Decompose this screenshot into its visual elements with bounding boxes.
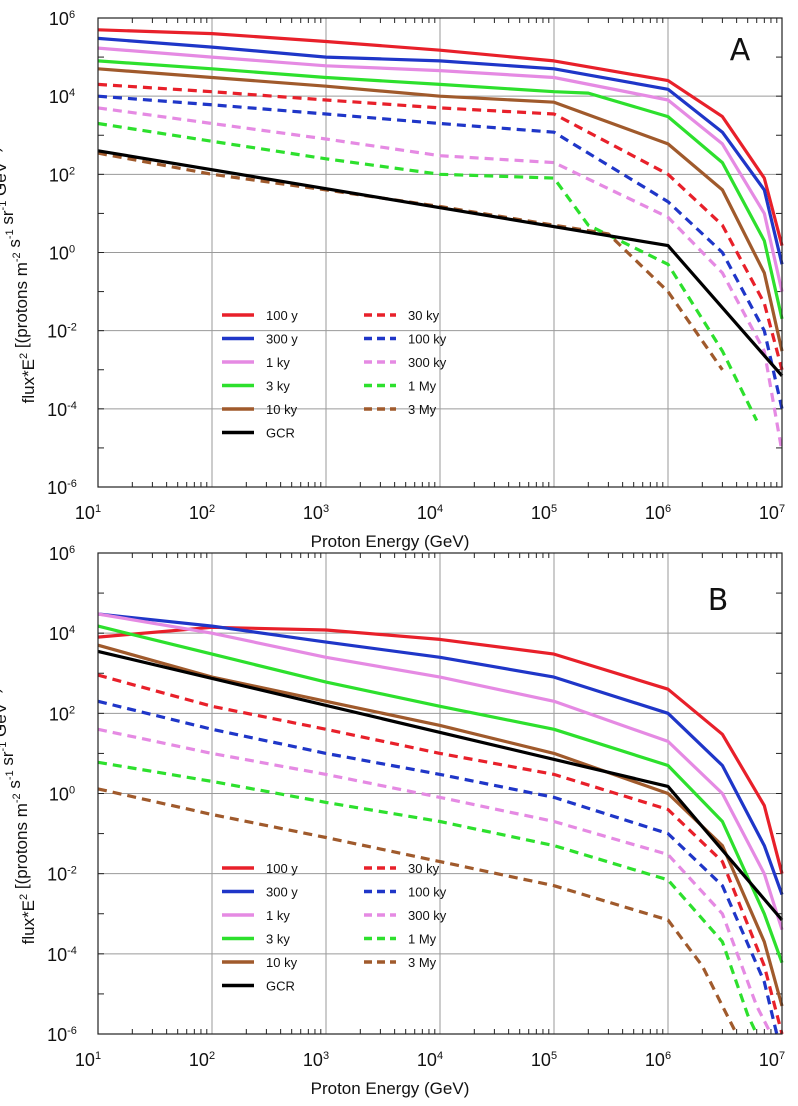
- legend-label-300-y: 300 y: [266, 885, 298, 900]
- panel-a: 101 102 103 104 105 106 107 10-6 10-4 10-2 100 102 1…: [0, 9, 785, 551]
- x-tick-label: 104: [417, 1050, 443, 1070]
- legend-label-100-y: 100 y: [266, 861, 298, 876]
- series-line-1-my: [97, 121, 759, 422]
- panel-letter: B: [708, 583, 729, 618]
- legend-label-100-ky: 100 ky: [408, 332, 447, 347]
- legend-label-300-ky: 300 ky: [408, 908, 447, 923]
- panel-letter: A: [730, 33, 751, 68]
- y-tick-label: 106: [49, 9, 75, 29]
- series-group: [97, 28, 784, 452]
- series-line-10-ky: [97, 67, 784, 352]
- y-axis-label: flux*E2 [(protons m-2 s-1 sr-1 GeV-1)GeV…: [0, 102, 38, 404]
- y-tick-label: 10-6: [47, 478, 77, 498]
- legend: 100 y 300 y 1 ky 3 ky 10 ky GCR 30 ky 100 ky 300…: [222, 308, 447, 441]
- legend-label-3-my: 3 My: [408, 402, 437, 417]
- legend-label-3-ky: 3 ky: [266, 379, 290, 394]
- y-tick-label: 106: [49, 544, 75, 564]
- y-tick-label: 100: [49, 244, 75, 264]
- minor-ticks: [98, 552, 782, 1035]
- legend-label-3-my: 3 My: [408, 955, 437, 970]
- legend-label-3-ky: 3 ky: [266, 932, 290, 947]
- series-line-300-y: [97, 36, 784, 265]
- legend-label-gcr: GCR: [266, 979, 295, 994]
- legend-label-100-y: 100 y: [266, 308, 298, 323]
- legend-label-10-ky: 10 ky: [266, 955, 298, 970]
- series-line-300-ky: [97, 106, 784, 452]
- legend-label-1-my: 1 My: [408, 379, 437, 394]
- series-line-30-ky: [97, 673, 784, 1035]
- y-tick-label: 10-6: [47, 1025, 77, 1045]
- legend-label-1-ky: 1 ky: [266, 355, 290, 370]
- y-tick-label: 102: [49, 165, 75, 185]
- panel-b: 101 102 103 104 105 106 107 10-6 10-4 10-2 100 102 1…: [0, 544, 785, 1098]
- x-tick-label: 107: [759, 503, 785, 523]
- series-line-10-ky: [97, 643, 784, 1007]
- legend-label-1-ky: 1 ky: [266, 908, 290, 923]
- series-line-100-y: [97, 625, 784, 875]
- series-line-300-y: [97, 612, 784, 896]
- x-tick-label: 105: [531, 1050, 557, 1070]
- plot-frame: [97, 552, 783, 1035]
- legend-label-100-ky: 100 ky: [408, 885, 447, 900]
- y-tick-label: 104: [49, 624, 75, 644]
- series-line-gcr: [97, 149, 784, 377]
- series-line-1-ky: [97, 46, 784, 292]
- legend-label-1-my: 1 My: [408, 932, 437, 947]
- series-line-30-ky: [97, 82, 784, 371]
- series-line-100-ky: [97, 94, 784, 410]
- x-tick-label: 102: [189, 503, 215, 523]
- x-tick-label: 106: [645, 503, 671, 523]
- x-axis-label: Proton Energy (GeV): [311, 1079, 470, 1098]
- series-line-100-ky: [97, 699, 779, 1035]
- y-tick-label: 102: [49, 704, 75, 724]
- y-tick-label: 10-4: [47, 400, 77, 420]
- series-line-1-ky: [97, 612, 784, 931]
- x-tick-label: 106: [645, 1050, 671, 1070]
- series-line-3-my: [97, 151, 724, 371]
- series-line-gcr: [97, 649, 784, 922]
- legend-label-gcr: GCR: [266, 426, 295, 441]
- series-line-3-my: [97, 787, 739, 1035]
- x-tick-label: 105: [531, 503, 557, 523]
- series-line-100-y: [97, 28, 784, 247]
- series-line-300-ky: [97, 727, 773, 1035]
- x-tick-label: 101: [75, 1050, 101, 1070]
- x-tick-label: 107: [759, 1050, 785, 1070]
- legend: 100 y 300 y 1 ky 3 ky 10 ky GCR 30 ky 100 ky 300…: [222, 861, 447, 994]
- series-line-1-my: [97, 760, 759, 1035]
- legend-label-300-ky: 300 ky: [408, 355, 447, 370]
- series-line-3-ky: [97, 59, 784, 320]
- y-tick-label: 10-2: [47, 322, 77, 342]
- x-tick-label: 104: [417, 503, 443, 523]
- y-axis-label: flux*E2 [(protons m-2 s-1 sr-1 GeV-1)GeV…: [0, 643, 38, 945]
- plot-frame: [97, 17, 783, 488]
- x-axis-label: Proton Energy (GeV): [311, 532, 470, 551]
- x-tick-label: 103: [303, 503, 329, 523]
- y-tick-label: 10-2: [47, 865, 77, 885]
- y-tick-label: 104: [49, 87, 75, 107]
- x-tick-label: 102: [189, 1050, 215, 1070]
- x-tick-label: 103: [303, 1050, 329, 1070]
- legend-label-10-ky: 10 ky: [266, 402, 298, 417]
- x-tick-label: 101: [75, 503, 101, 523]
- legend-label-300-y: 300 y: [266, 332, 298, 347]
- legend-label-30-ky: 30 ky: [408, 861, 440, 876]
- legend-label-30-ky: 30 ky: [408, 308, 440, 323]
- y-tick-label: 100: [49, 785, 75, 805]
- series-group: [97, 612, 784, 1035]
- y-tick-label: 10-4: [47, 945, 77, 965]
